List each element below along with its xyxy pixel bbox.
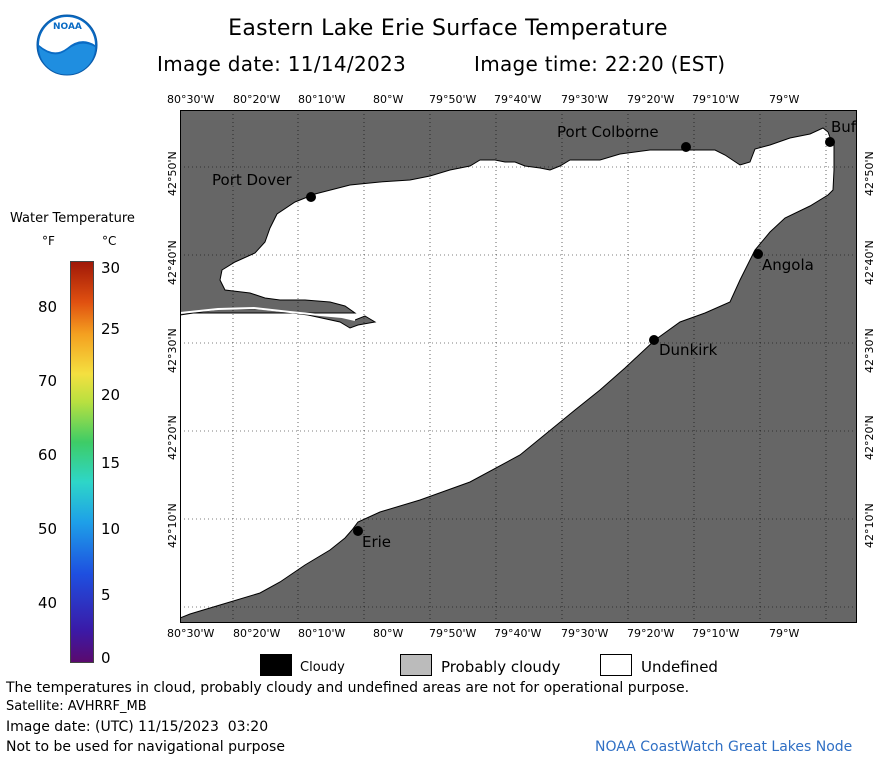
city-label: Dunkirk	[659, 341, 718, 359]
colorbar-title: Water Temperature	[10, 211, 135, 226]
c-tick: 20	[101, 386, 121, 404]
legend-label-undefined: Undefined	[641, 658, 718, 676]
lake-map[interactable]	[180, 110, 857, 623]
lat-label-left: 42°40'N	[166, 240, 179, 285]
lon-label-top: 79°10'W	[692, 93, 740, 106]
satellite: Satellite: AVHRRF_MB	[6, 699, 147, 714]
lon-label-top: 79°40'W	[494, 93, 542, 106]
lon-label-top: 79°30'W	[561, 93, 609, 106]
c-tick: 30	[101, 259, 121, 277]
lon-label-bottom: 79°10'W	[692, 627, 740, 640]
c-tick: 15	[101, 454, 121, 472]
lat-label-right: 42°40'N	[863, 240, 876, 285]
lat-label-right: 42°50'N	[863, 151, 876, 196]
city-label: Port Colborne	[557, 123, 659, 141]
lat-label-left: 42°30'N	[166, 328, 179, 373]
city-marker-dunkirk	[649, 335, 659, 345]
city-marker-angola	[753, 249, 763, 259]
page-title: Eastern Lake Erie Surface Temperature	[228, 16, 668, 41]
lat-label-right: 42°30'N	[863, 328, 876, 373]
lat-label-right: 42°10'N	[863, 503, 876, 548]
legend-label-probably-cloudy: Probably cloudy	[441, 658, 561, 676]
lon-label-bottom: 80°30'W	[167, 627, 215, 640]
lon-label-bottom: 80°W	[373, 627, 404, 640]
lat-label-left: 42°50'N	[166, 151, 179, 196]
city-marker-erie	[353, 526, 363, 536]
image-date: Image date: 11/14/2023	[157, 52, 407, 76]
c-tick: 5	[101, 586, 111, 604]
lon-label-bottom: 79°20'W	[627, 627, 675, 640]
graticule	[180, 110, 857, 623]
lat-label-left: 42°10'N	[166, 503, 179, 548]
legend-swatch-probably-cloudy	[400, 654, 432, 676]
lon-label-top: 79°20'W	[627, 93, 675, 106]
city-marker-port-colborne	[681, 142, 691, 152]
disclaimer: The temperatures in cloud, probably clou…	[6, 680, 690, 696]
lon-label-top: 80°30'W	[167, 93, 215, 106]
logo-text: NOAA	[53, 22, 82, 32]
lon-label-bottom: 79°W	[769, 627, 800, 640]
lon-label-top: 79°W	[769, 93, 800, 106]
f-tick: 40	[38, 594, 58, 612]
lon-label-bottom: 80°10'W	[298, 627, 346, 640]
c-tick: 0	[101, 649, 111, 667]
f-tick: 80	[38, 298, 58, 316]
noaa-logo: NOAA	[36, 14, 98, 76]
f-tick: 50	[38, 520, 58, 538]
legend-swatch-cloudy	[260, 654, 292, 676]
f-tick: 70	[38, 372, 58, 390]
lon-label-bottom: 79°50'W	[429, 627, 477, 640]
lon-label-bottom: 79°40'W	[494, 627, 542, 640]
nav-warning: Not to be used for navigational purpose	[6, 739, 285, 755]
lon-label-top: 80°W	[373, 93, 404, 106]
legend-swatch-undefined	[600, 654, 632, 676]
lon-label-top: 80°10'W	[298, 93, 346, 106]
city-marker-buffalo	[825, 137, 835, 147]
colorbar	[70, 261, 94, 663]
lon-label-top: 79°50'W	[429, 93, 477, 106]
f-tick: 60	[38, 446, 58, 464]
city-label: Angola	[762, 256, 814, 274]
colorbar-unit-c: °C	[102, 234, 117, 248]
image-time: Image time: 22:20 (EST)	[474, 52, 726, 76]
credit: NOAA CoastWatch Great Lakes Node	[595, 739, 853, 755]
legend-label-cloudy: Cloudy	[300, 660, 345, 675]
c-tick: 10	[101, 520, 121, 538]
colorbar-unit-f: °F	[42, 234, 55, 248]
lake-water	[180, 127, 835, 619]
city-label: Erie	[362, 533, 392, 551]
utc-date: Image date: (UTC) 11/15/2023 03:20	[6, 719, 269, 735]
city-label: Buf	[831, 118, 857, 136]
lon-label-top: 80°20'W	[233, 93, 281, 106]
lon-label-bottom: 79°30'W	[561, 627, 609, 640]
city-label: Port Dover	[212, 171, 292, 189]
city-marker-port-dover	[306, 192, 316, 202]
lon-label-bottom: 80°20'W	[233, 627, 281, 640]
lat-label-left: 42°20'N	[166, 415, 179, 460]
c-tick: 25	[101, 320, 121, 338]
lat-label-right: 42°20'N	[863, 415, 876, 460]
